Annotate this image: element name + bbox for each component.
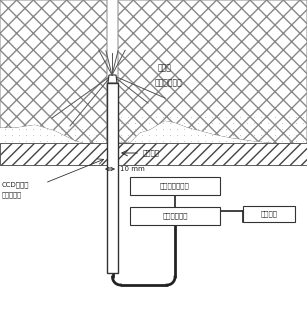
Polygon shape	[108, 75, 117, 83]
Text: データレコーダ: データレコーダ	[160, 183, 190, 189]
Bar	[0, 143, 107, 165]
Bar	[243, 206, 295, 222]
Text: バッテリ: バッテリ	[261, 211, 278, 217]
Text: 10 mm: 10 mm	[120, 166, 145, 172]
Text: ドリル孔: ドリル孔	[143, 150, 160, 156]
Polygon shape	[0, 0, 107, 146]
Bar	[130, 207, 220, 225]
Text: コントローラ: コントローラ	[162, 213, 188, 219]
Bar	[107, 83, 118, 273]
Bar	[118, 143, 307, 165]
Text: カメラビュー: カメラビュー	[155, 79, 183, 88]
Bar	[130, 177, 220, 195]
Polygon shape	[0, 125, 107, 146]
Polygon shape	[118, 121, 307, 146]
Text: （錢筒内）: （錢筒内）	[2, 192, 22, 198]
Text: ライト: ライト	[158, 64, 172, 73]
Text: CCDカメラ: CCDカメラ	[2, 182, 29, 188]
Polygon shape	[118, 0, 307, 146]
